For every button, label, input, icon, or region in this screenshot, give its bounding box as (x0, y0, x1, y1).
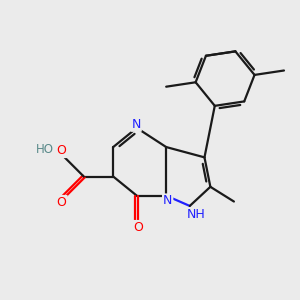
Text: NH: NH (187, 208, 206, 221)
Text: HO: HO (36, 143, 54, 156)
Text: O: O (133, 221, 143, 234)
Text: O: O (57, 144, 67, 157)
Text: N: N (131, 118, 141, 131)
Text: N: N (163, 194, 172, 207)
Text: O: O (57, 196, 67, 209)
